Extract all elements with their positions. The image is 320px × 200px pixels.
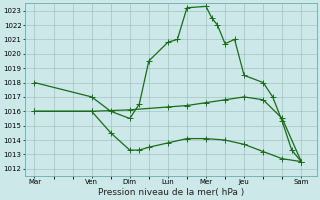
X-axis label: Pression niveau de la mer( hPa ): Pression niveau de la mer( hPa ) [98, 188, 244, 197]
